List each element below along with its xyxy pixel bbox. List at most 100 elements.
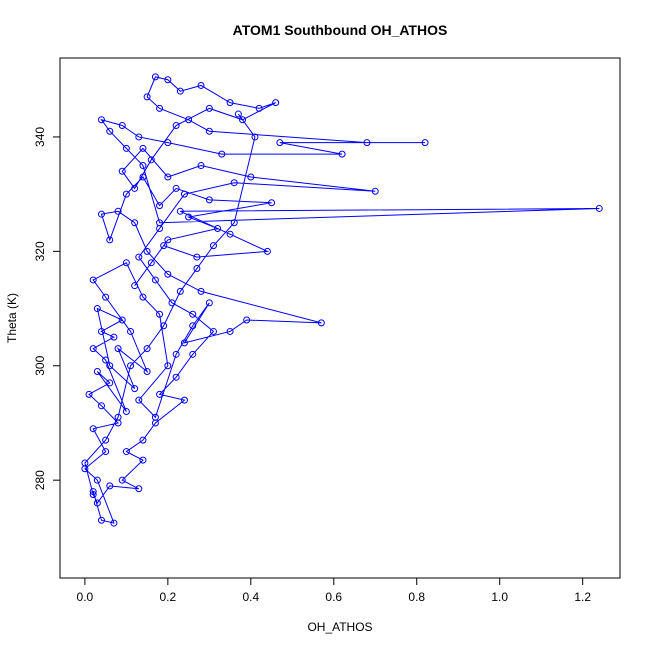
point [102,436,110,444]
point [97,327,105,335]
point [135,485,143,493]
point [147,156,155,164]
point [172,184,180,192]
point [151,73,159,81]
point [127,362,135,370]
point [93,367,101,375]
point [205,299,213,307]
point [164,173,172,181]
point [189,350,197,358]
point [209,242,217,250]
point [135,253,143,261]
point [276,139,284,147]
point [160,242,168,250]
point [118,122,126,130]
point [197,287,205,295]
x-tick-label: 1.0 [491,590,508,604]
point [168,299,176,307]
point [102,448,110,456]
x-tick-label: 0.8 [408,590,425,604]
point [268,199,276,207]
point [97,402,105,410]
point [106,379,114,387]
y-tick-label: 300 [33,355,47,375]
x-tick-label: 0.0 [77,590,94,604]
point [156,390,164,398]
point [160,322,168,330]
point [197,81,205,89]
point [118,167,126,175]
point [93,499,101,507]
point [172,350,180,358]
point [118,316,126,324]
point [251,133,259,141]
point [131,282,139,290]
point [97,210,105,218]
point [180,396,188,404]
point [89,490,97,498]
point [143,345,151,353]
point [143,367,151,375]
point [176,287,184,295]
point [247,173,255,181]
point [122,408,130,416]
point [131,219,139,227]
point [243,316,251,324]
point [97,516,105,524]
point [164,139,172,147]
point [147,259,155,267]
point [97,116,105,124]
point [595,204,603,212]
point [114,345,122,353]
point [371,187,379,195]
point [118,476,126,484]
point [176,87,184,95]
point [156,310,164,318]
point [421,139,429,147]
point [89,425,97,433]
point [122,448,130,456]
point [156,104,164,112]
point [272,99,280,107]
point [239,116,247,124]
point [176,207,184,215]
point [363,139,371,147]
point [193,265,201,273]
point [226,327,234,335]
point [135,396,143,404]
point [143,247,151,255]
point [172,373,180,381]
point [230,179,238,187]
point [122,190,130,198]
point [139,293,147,301]
point [106,236,114,244]
point [110,333,118,341]
point [205,104,213,112]
point [156,224,164,232]
point [139,144,147,152]
x-axis-label: OH_ATHOS [307,620,372,634]
point [151,419,159,427]
point [102,356,110,364]
point [139,162,147,170]
point [234,110,242,118]
point [85,390,93,398]
point [185,116,193,124]
point [122,144,130,152]
point [102,293,110,301]
point [106,482,114,490]
point [226,230,234,238]
x-tick-label: 0.6 [325,590,342,604]
point [110,519,118,527]
x-tick-label: 0.2 [160,590,177,604]
point [131,385,139,393]
point [127,327,135,335]
point [214,224,222,232]
point [89,345,97,353]
point [151,276,159,284]
y-tick-label: 320 [33,241,47,261]
point [139,173,147,181]
point [338,150,346,158]
point [114,207,122,215]
